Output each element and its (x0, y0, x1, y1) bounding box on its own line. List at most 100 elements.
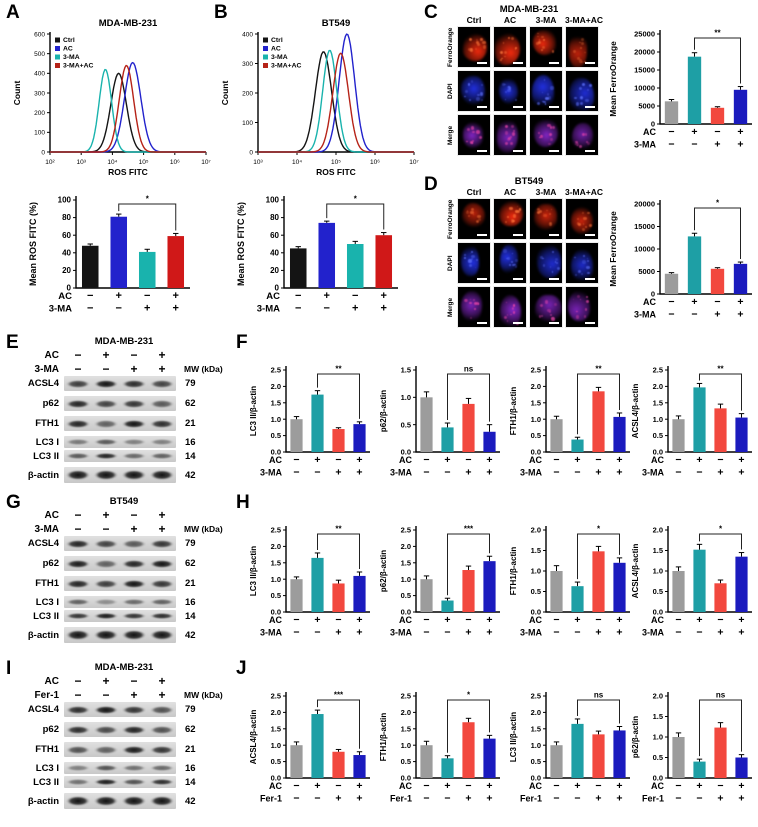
fluorescence-speckle (502, 42, 505, 44)
protein-label: FTH1 (35, 578, 59, 589)
fluorescence-speckle (575, 142, 578, 145)
fluorescence-speckle (579, 298, 581, 301)
fluorescence-speckle (477, 93, 480, 97)
panel-i-letter: I (6, 658, 12, 679)
fluorescence-speckle (582, 223, 585, 225)
fluorescence-speckle (469, 140, 474, 145)
blot-row-lc3-ii: LC3 II 14 (10, 450, 224, 462)
fluorescence-speckle (511, 253, 514, 255)
micrograph-tile (529, 114, 563, 156)
fluorescence-speckle (472, 214, 475, 216)
fluorescence-speckle (547, 123, 551, 127)
fluorescence-speckle (575, 102, 580, 106)
chart-text: 80 (62, 213, 71, 222)
chart-text: 2.5 (531, 366, 541, 375)
fluorescence-speckle (471, 254, 475, 259)
bar (613, 730, 626, 778)
chart-text: + (116, 290, 122, 302)
fluorescence-speckle (510, 136, 513, 139)
chart-text: 10² (45, 159, 55, 166)
condition-symbol: + (158, 688, 166, 702)
chart-text: − (293, 454, 299, 466)
fluorescence-speckle (579, 102, 583, 106)
protein-band (94, 579, 118, 588)
fluorescence-speckle (543, 79, 546, 81)
chart-text: 1.0 (531, 741, 541, 750)
chart-text: 400 (242, 31, 253, 38)
scale-bar (585, 106, 595, 108)
microscopy-mda-mb-231: MDA-MB-231 Ctrl AC 3-MA 3-MA+AC FerroOrange DA… (444, 4, 603, 158)
protein-band (150, 453, 174, 459)
micrograph-tile (565, 26, 599, 68)
bar (420, 397, 433, 452)
chart-text: AC (651, 455, 664, 465)
panel-g-letter: G (6, 492, 21, 513)
chart-text: 5000 (638, 267, 655, 276)
bar (441, 600, 454, 612)
fluorescence-speckle (515, 210, 519, 214)
chart-text: 0.5 (401, 757, 411, 766)
bar (664, 101, 679, 124)
fluorescence-speckle (540, 135, 543, 138)
protein-band (122, 453, 146, 459)
condition-symbol: + (158, 508, 166, 522)
chart-text: 1.0 (531, 415, 541, 424)
chart-text: + (173, 290, 179, 302)
fluorescence-speckle (468, 98, 472, 102)
condition-symbol: − (74, 508, 82, 522)
fluorescence-speckle (504, 83, 506, 86)
fluorescence-speckle (582, 255, 585, 258)
chart-text: + (574, 454, 580, 466)
mw-header: MW (kDa) (184, 690, 223, 700)
microscopy-row: FerroOrange (444, 198, 601, 240)
fluorescence-speckle (538, 209, 543, 213)
fluorescence-speckle (505, 301, 508, 304)
chart-text: 25000 (634, 30, 655, 39)
chart-text: + (574, 780, 580, 792)
bar (138, 251, 156, 288)
mw-value: 79 (185, 538, 196, 549)
fluorescence-speckle (504, 55, 507, 58)
chart-text: 0.0 (271, 774, 281, 783)
chart-text: − (553, 454, 559, 466)
protein-band (66, 399, 90, 408)
chart-text: 0.0 (401, 608, 411, 617)
chart-text: + (356, 454, 362, 466)
chart-text: 3-MA (520, 628, 542, 638)
protein-band (122, 439, 146, 445)
chart-text: 2.0 (531, 526, 541, 535)
protein-band (122, 559, 146, 568)
protein-band (66, 796, 90, 806)
micrograph-tile (457, 114, 491, 156)
chart-text: *** (334, 691, 344, 700)
chart-text: − (553, 467, 559, 479)
bar (318, 222, 336, 288)
bar (710, 268, 725, 294)
fluorescence-speckle (512, 219, 515, 222)
mw-value: 21 (185, 744, 196, 755)
fluorescence-speckle (475, 258, 478, 261)
chart-text: 1.5 (653, 398, 663, 407)
chart-text: − (465, 780, 471, 792)
protein-label: LC3 I (35, 762, 59, 774)
legend-swatch (55, 46, 60, 51)
bar (462, 570, 475, 612)
chart-text: + (696, 614, 702, 626)
fluorescence-speckle (580, 42, 584, 46)
condition-label: AC (44, 675, 59, 687)
fluorescence-speckle (464, 89, 468, 93)
chart-text: 2.0 (271, 708, 281, 717)
protein-band (66, 439, 90, 445)
fluorescence-speckle (578, 59, 583, 63)
fluorescence-speckle (582, 259, 587, 264)
fluorescence-speckle (518, 208, 522, 211)
fluorescence-speckle (515, 46, 518, 49)
condition-row: AC − + − + (10, 348, 224, 362)
panel-c: C MDA-MB-231 Ctrl AC 3-MA 3-MA+AC FerroOrange… (424, 2, 758, 174)
chart-text: 2.5 (271, 366, 281, 375)
micrograph-tile (529, 286, 563, 328)
bar (714, 727, 727, 778)
fluorescence-speckle (573, 49, 577, 54)
